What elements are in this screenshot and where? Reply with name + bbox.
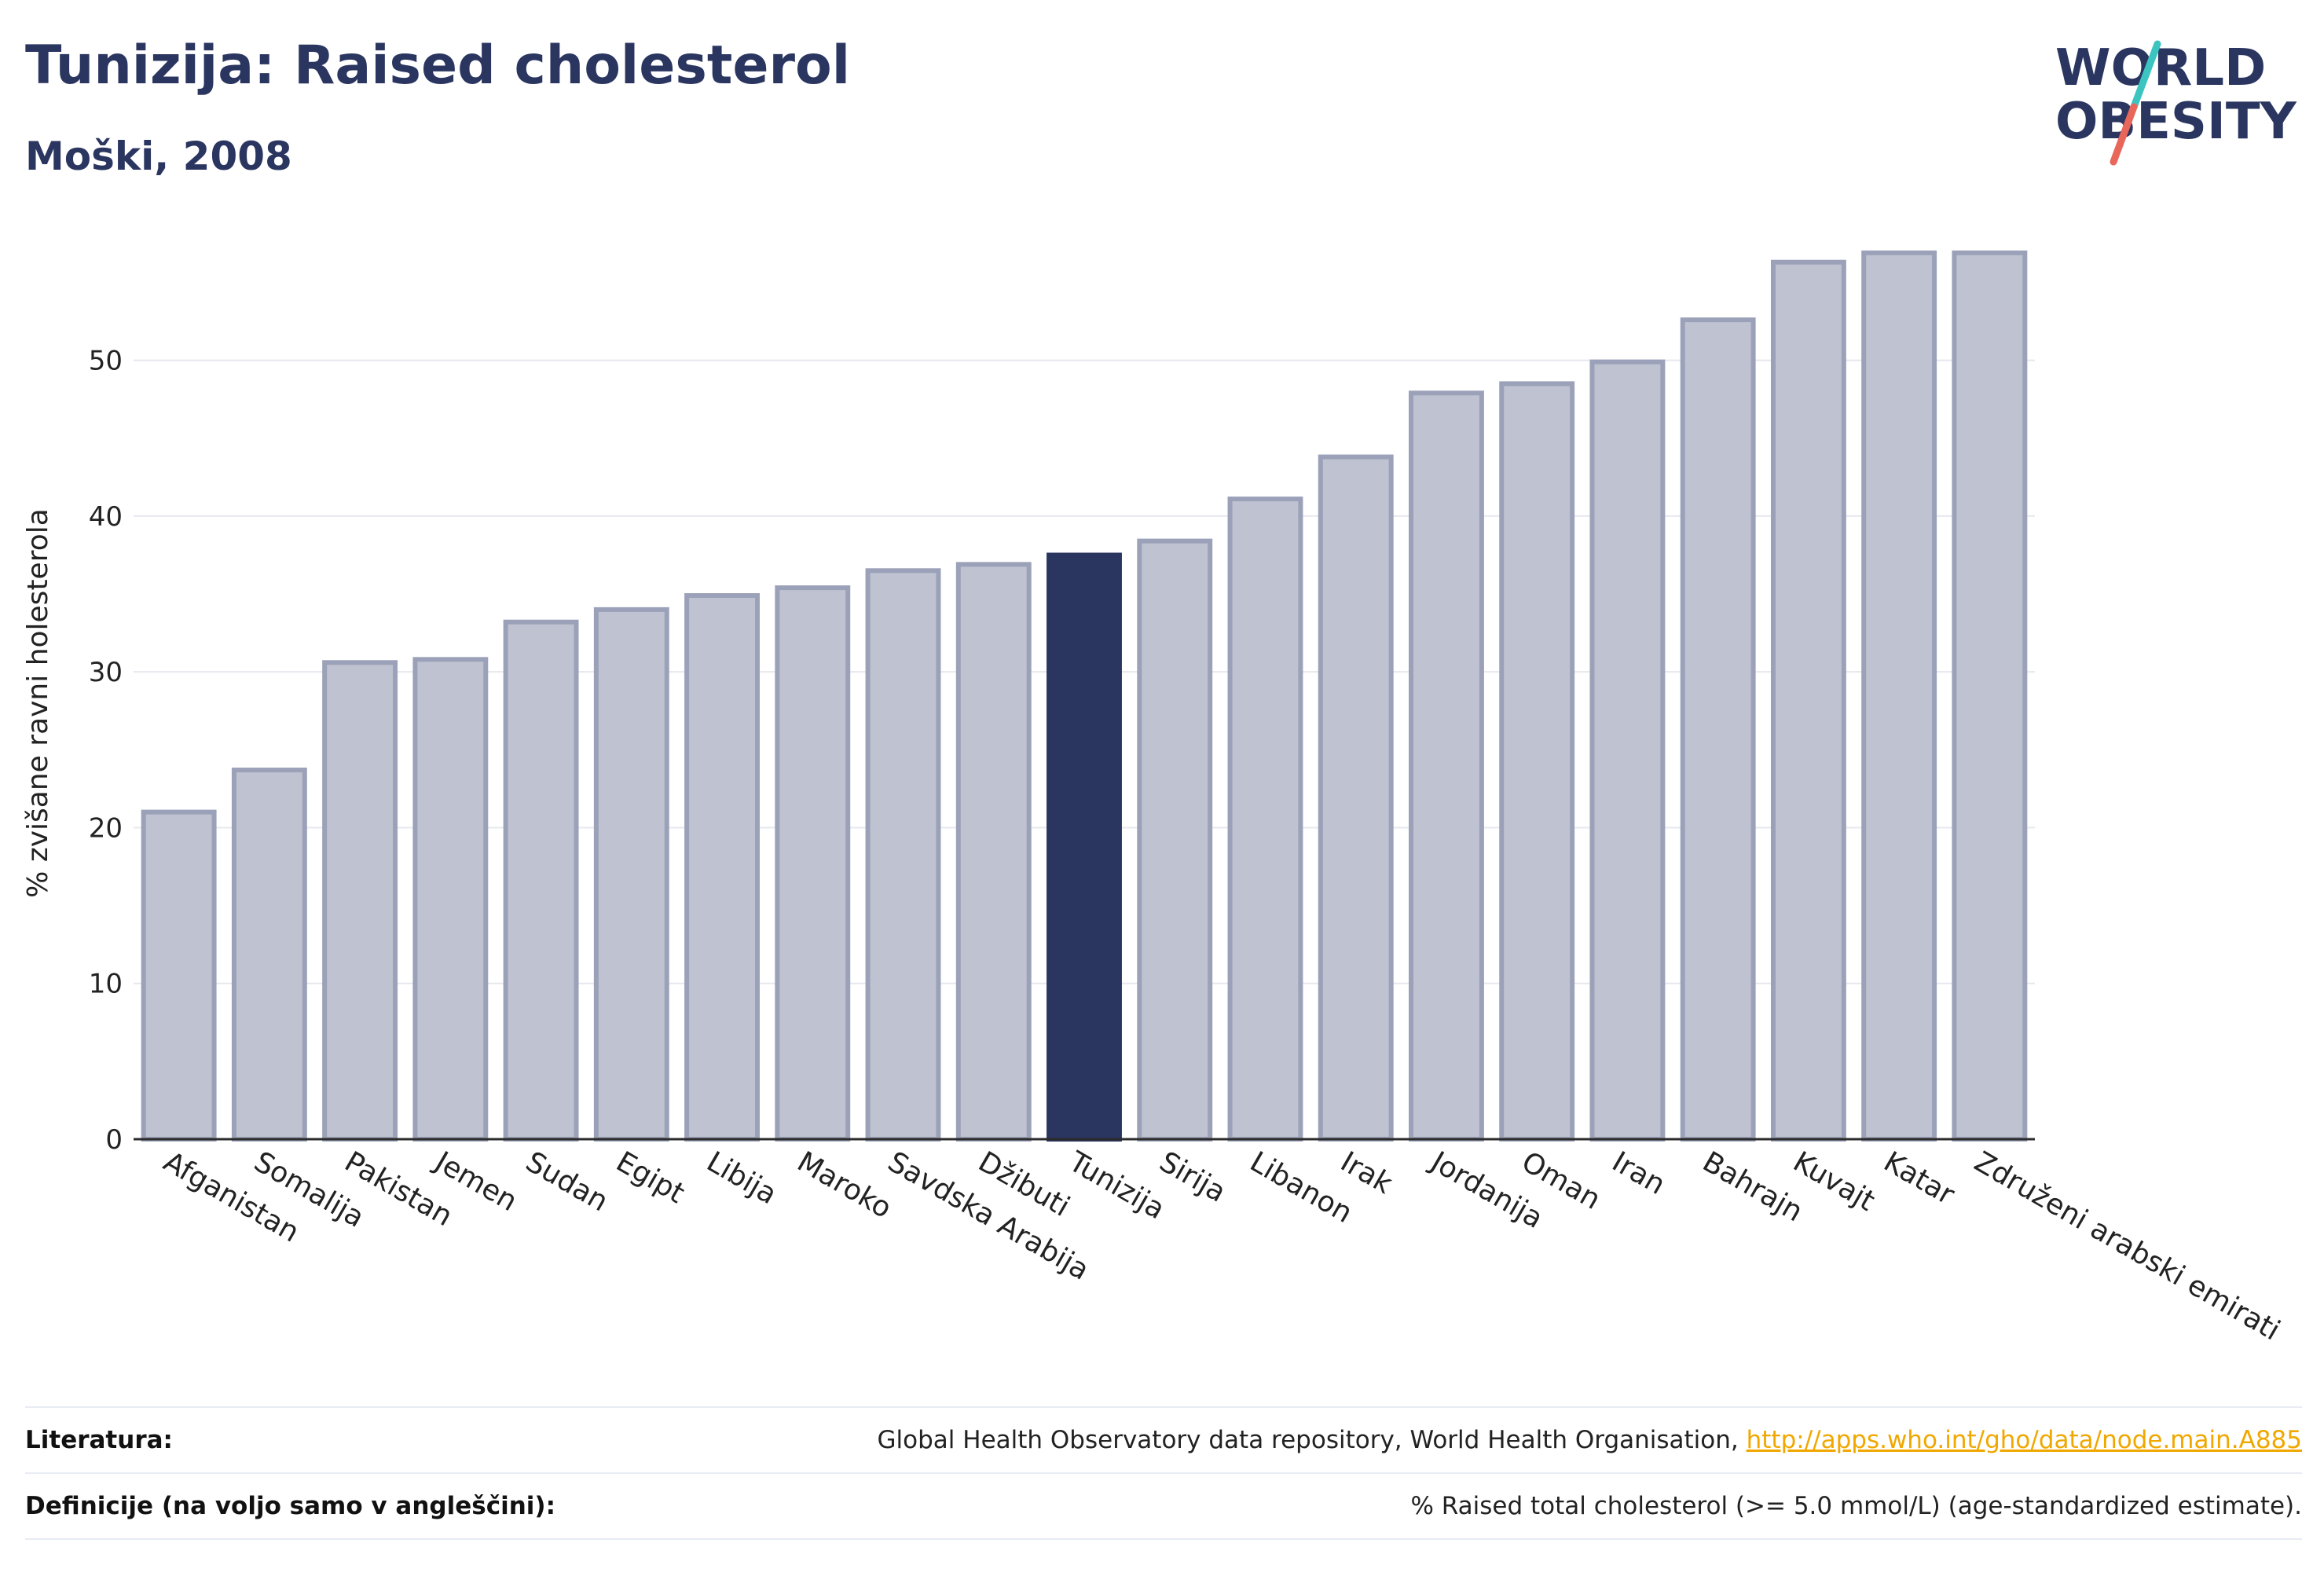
sources-label: Literatura: (25, 1426, 173, 1454)
bar-združeni-arabski-emirati[interactable] (1952, 250, 2028, 1142)
bar-libanon[interactable] (1227, 497, 1303, 1142)
bar-katar[interactable] (1861, 250, 1937, 1142)
world-obesity-logo: WORLD OBESITY (2055, 39, 2297, 166)
x-tick-label: Bahrajn (1697, 1145, 1808, 1228)
bar-maroko[interactable] (775, 585, 851, 1142)
logo-line2: OBESITY (2055, 93, 2297, 151)
bar-irak[interactable] (1318, 454, 1394, 1142)
logo-slash-coral (2110, 103, 2138, 166)
sources-link[interactable]: http://apps.who.int/gho/data/node.main.A… (1746, 1426, 2302, 1454)
footer-sources-row: Literatura: Global Health Observatory da… (25, 1406, 2302, 1472)
x-tick-label: Tunizija (1063, 1145, 1171, 1226)
x-tick-label: Sudan (520, 1145, 614, 1218)
bar-jordanija[interactable] (1409, 390, 1484, 1142)
definitions-label: Definicije (na voljo samo v angleščini): (25, 1492, 555, 1520)
y-tick-label: 50 (89, 346, 123, 377)
y-tick-labels: 0 10 20 30 40 50 (89, 346, 123, 1156)
bar-afganistan[interactable] (141, 809, 217, 1142)
bar-sirija[interactable] (1137, 538, 1213, 1142)
y-axis-label: % zvišane ravni holesterola (22, 508, 54, 898)
bar-chart: 0 10 20 30 40 50 AfganistanSomalijaPakistanJe… (22, 250, 2286, 1347)
x-tick-label: Egipt (610, 1145, 690, 1210)
bars (141, 250, 2028, 1142)
x-tick-label: Irak (1335, 1145, 1398, 1200)
x-tick-label: Maroko (792, 1145, 897, 1225)
logo-line1: WORLD (2055, 39, 2266, 97)
sources-value: Global Health Observatory data repositor… (878, 1426, 2302, 1454)
footer-definitions-row: Definicije (na voljo samo v angleščini):… (25, 1472, 2302, 1540)
y-tick-label: 20 (89, 812, 123, 844)
sources-text: Global Health Observatory data repositor… (877, 1426, 1747, 1454)
y-tick-label: 10 (89, 969, 123, 1000)
x-tick-label: Katar (1879, 1145, 1960, 1211)
x-tick-labels: AfganistanSomalijaPakistanJemenSudanEgip… (158, 1145, 2286, 1347)
definitions-text: % Raised total cholesterol (>= 5.0 mmol/… (1410, 1492, 2302, 1520)
bar-kuvajt[interactable] (1770, 259, 1846, 1142)
footer: Literatura: Global Health Observatory da… (25, 1406, 2302, 1540)
chart-title: Tunizija: Raised cholesterol (25, 35, 851, 97)
bar-iran[interactable] (1589, 359, 1666, 1142)
y-tick-label: 0 (105, 1124, 123, 1156)
bar-libija[interactable] (684, 593, 760, 1142)
bar-bahrajn[interactable] (1680, 317, 1756, 1142)
bar-pakistan[interactable] (322, 660, 398, 1142)
bar-jemen[interactable] (412, 657, 489, 1142)
bar-egipt[interactable] (593, 607, 669, 1142)
bar-tunizija[interactable] (1047, 552, 1122, 1142)
x-tick-label: Združeni arabski emirati (1969, 1145, 2286, 1347)
bar-somalija[interactable] (231, 768, 307, 1142)
logo-slash-teal (2130, 40, 2161, 111)
bar-oman[interactable] (1499, 381, 1575, 1142)
y-tick-label: 30 (89, 657, 123, 688)
x-tick-label: Libanon (1244, 1145, 1358, 1230)
bar-sudan[interactable] (503, 619, 579, 1142)
x-tick-label: Iran (1607, 1145, 1670, 1201)
bar-savdska-arabija[interactable] (865, 568, 941, 1142)
chart-subtitle: Moški, 2008 (25, 134, 292, 179)
bar-džibuti[interactable] (955, 562, 1032, 1142)
x-tick-label: Libija (702, 1145, 783, 1211)
y-tick-label: 40 (89, 501, 123, 533)
